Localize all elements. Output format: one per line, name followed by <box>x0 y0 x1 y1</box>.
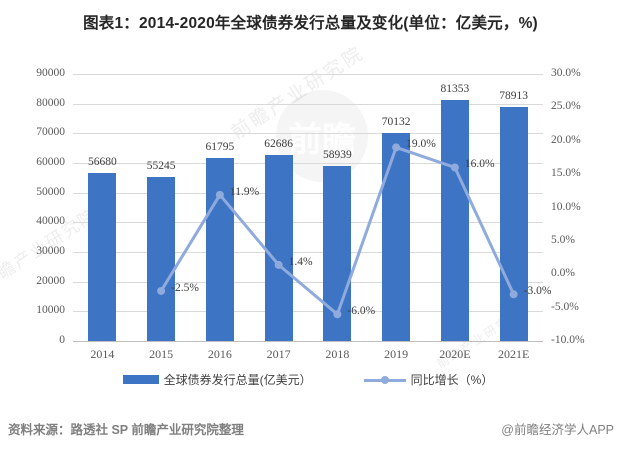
legend-item-bars: 全球债券发行总量(亿美元） <box>122 371 312 388</box>
y-axis-label-left: 30000 <box>36 245 65 257</box>
y-axis-label-right: 5.0% <box>551 233 575 246</box>
y-axis-label-left: 10000 <box>36 304 65 317</box>
bar-value-label: 62686 <box>264 138 293 151</box>
legend: 全球债券发行总量(亿美元） 同比增长（%） <box>73 371 543 388</box>
plot-area: 0 10000 20000 30000 40000 50000 60000 70000 8000… <box>36 67 584 361</box>
x-axis-label: 2018 <box>325 347 350 361</box>
line-marker <box>450 163 459 172</box>
y-axis-label-left: 70000 <box>36 126 65 139</box>
bar-value-label: 56680 <box>88 155 117 168</box>
line-swatch-icon <box>363 375 406 385</box>
line-marker <box>509 290 518 299</box>
x-axis-label: 2015 <box>149 347 174 361</box>
bar-value-label: 81353 <box>440 82 470 95</box>
line-value-label: -2.5% <box>171 281 199 294</box>
line-value-label: 11.9% <box>229 185 260 198</box>
x-axis-label: 2021E <box>497 347 530 361</box>
bar-value-label: 58939 <box>323 149 352 162</box>
y-axis-label-right: 25.0% <box>551 100 581 113</box>
bar-value-label: 78913 <box>499 89 528 102</box>
bar <box>499 106 528 341</box>
chart-title: 图表1：2014-2020年全球债券发行总量及变化(单位：亿美元，%) <box>83 15 538 32</box>
line-marker <box>333 310 342 319</box>
bar <box>264 155 293 341</box>
bar <box>147 177 176 341</box>
bar-value-label: 61795 <box>205 140 235 153</box>
y-axis-label-left: 60000 <box>36 156 65 168</box>
x-axis-label: 2016 <box>207 347 232 361</box>
line-value-label: 1.4% <box>288 255 313 268</box>
y-axis-label-right: 10.0% <box>551 200 581 213</box>
y-axis-label-right: 0.0% <box>551 267 575 280</box>
grid-line <box>73 192 543 194</box>
bar <box>205 157 234 341</box>
y-axis-label-left: 40000 <box>36 215 65 228</box>
credit-note: @前瞻经济学人APP <box>501 423 614 437</box>
bar-value-label: 55245 <box>146 160 176 173</box>
y-axis-label-right: -10.0% <box>551 334 585 346</box>
y-axis-label-right: 30.0% <box>551 67 581 79</box>
y-axis-label-right: 15.0% <box>551 167 581 180</box>
legend-line-label: 同比增长（%） <box>410 373 494 387</box>
line-marker <box>274 260 283 269</box>
bar <box>440 99 469 341</box>
grid-line <box>73 222 543 224</box>
y-axis-label-right: -5.0% <box>551 300 579 313</box>
line-marker <box>215 190 224 199</box>
bar <box>88 172 117 341</box>
line-value-label: -6.0% <box>347 305 376 318</box>
x-axis-label: 2017 <box>266 347 291 361</box>
grid-line <box>73 133 543 135</box>
line-value-label: 19.0% <box>406 138 436 151</box>
source-note: 资料来源：路透社 SP 前瞻产业研究院整理 <box>8 423 244 437</box>
line-value-label: -3.0% <box>523 285 552 298</box>
bar <box>382 132 411 341</box>
y-axis-label-left: 50000 <box>36 185 65 198</box>
line-marker <box>157 286 166 295</box>
line-value-label: 16.0% <box>464 158 495 171</box>
bar-value-label: 70132 <box>381 115 411 128</box>
y-axis-label-left: 90000 <box>36 67 65 79</box>
x-axis-label: 2019 <box>384 347 409 361</box>
y-axis-label-left: 0 <box>59 334 65 346</box>
x-axis-label: 2020E <box>439 347 471 361</box>
x-axis-label: 2014 <box>90 347 115 361</box>
grid-line <box>73 311 543 313</box>
legend-item-line: 同比增长（%） <box>363 371 494 388</box>
line-marker <box>392 143 401 152</box>
grid-line <box>73 74 543 75</box>
grid-line <box>73 252 543 253</box>
grid-line <box>73 281 543 283</box>
y-axis-label-right: 20.0% <box>551 133 581 146</box>
grid-line <box>73 341 543 342</box>
y-axis-label-left: 80000 <box>36 96 65 109</box>
bar-swatch-icon <box>122 375 159 384</box>
grid-line <box>73 103 543 105</box>
y-axis-label-left: 20000 <box>36 274 65 287</box>
growth-line <box>157 143 518 319</box>
legend-bar-label: 全球债券发行总量(亿美元） <box>163 373 312 387</box>
grid-line <box>73 163 543 164</box>
